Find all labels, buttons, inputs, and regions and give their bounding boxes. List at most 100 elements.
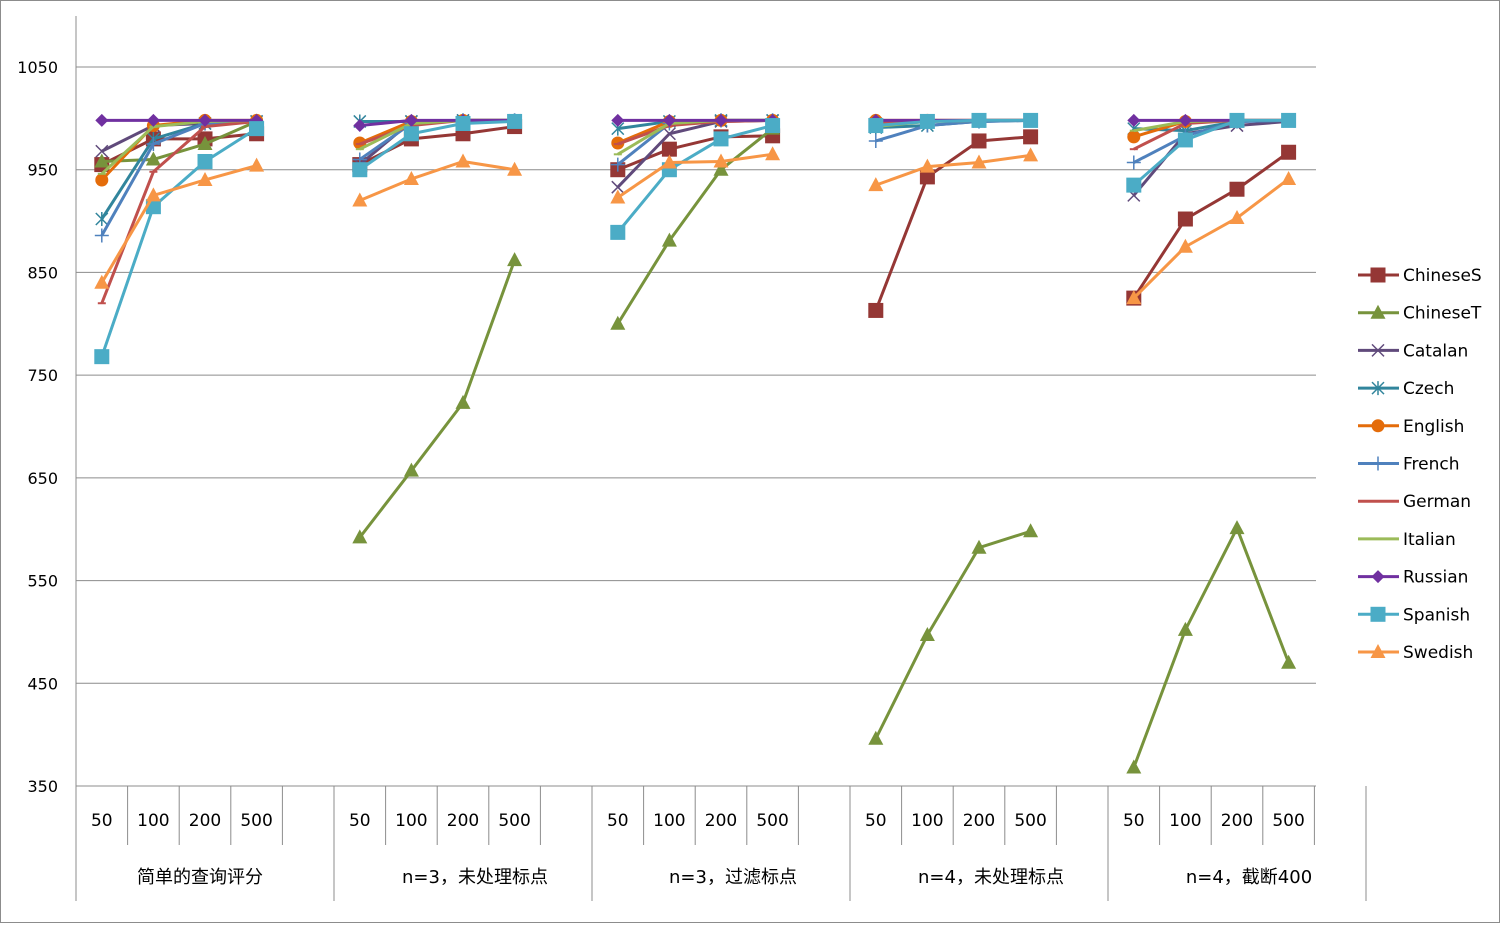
x-tick-label: 50 (91, 811, 113, 831)
data-point (919, 627, 935, 642)
series-line (874, 135, 1031, 311)
series-french (94, 113, 1296, 243)
data-point (404, 113, 418, 127)
data-point (249, 121, 265, 137)
series-line (1132, 177, 1290, 300)
data-point (1281, 654, 1297, 669)
x-tick-label: 200 (447, 811, 479, 831)
data-point (1023, 147, 1039, 162)
series-german (97, 118, 1293, 305)
series-line (358, 119, 515, 171)
legend-swatch-marker (1370, 644, 1386, 658)
data-point (95, 144, 109, 158)
data-point (95, 173, 109, 187)
data-point (713, 161, 729, 176)
data-point (1281, 170, 1297, 185)
data-point (145, 151, 161, 166)
data-point (249, 157, 265, 172)
x-tick-label: 200 (963, 811, 995, 831)
x-tick-label: 500 (498, 811, 530, 831)
data-point (610, 315, 626, 330)
data-point (713, 153, 729, 168)
data-point (868, 118, 884, 134)
data-point (403, 170, 419, 185)
data-point (1229, 181, 1245, 197)
data-point (662, 127, 676, 141)
data-point (1281, 144, 1297, 160)
x-tick-label: 100 (137, 811, 169, 831)
legend-label: German (1403, 492, 1471, 512)
group-label: 简单的查询评分 (137, 867, 263, 888)
legend-label: French (1403, 455, 1460, 475)
data-point (197, 136, 213, 151)
data-point (95, 113, 109, 127)
data-point (94, 228, 109, 243)
series-line (1132, 526, 1291, 769)
series-line (874, 529, 1032, 740)
data-point (352, 529, 368, 544)
legend-label: Spanish (1403, 605, 1470, 625)
series-line (100, 118, 257, 175)
data-point (1127, 113, 1141, 127)
x-tick-label: 50 (607, 811, 629, 831)
gridlines: 350 450 550 650 750 850 950 1050 (17, 58, 1316, 796)
x-tick-label: 100 (395, 811, 427, 831)
data-point (198, 113, 212, 127)
legend-swatch-marker (1370, 267, 1386, 283)
x-tick-label: 100 (911, 811, 943, 831)
data-point (713, 131, 729, 147)
data-point (197, 153, 213, 169)
data-point (919, 158, 935, 173)
data-point (146, 137, 161, 152)
series-layer (94, 112, 1297, 774)
legend-label: English (1403, 417, 1464, 437)
data-point (610, 157, 625, 172)
legend-item: Italian (1358, 530, 1456, 550)
data-point (611, 113, 625, 127)
y-tick-label: 650 (27, 469, 58, 488)
data-point (1229, 112, 1245, 128)
y-tick-label: 550 (27, 572, 58, 591)
legend-label: Italian (1403, 530, 1456, 550)
data-point (971, 154, 987, 169)
x-tick-label: 100 (1169, 811, 1201, 831)
data-point (403, 462, 419, 477)
y-tick-label: 850 (27, 263, 58, 282)
data-point (455, 394, 471, 409)
legend-swatch-marker (1371, 456, 1385, 471)
data-point (610, 189, 626, 204)
data-point (1023, 112, 1039, 128)
legend-item: French (1358, 455, 1460, 475)
group-label: n=4，未处理标点 (918, 867, 1064, 888)
group-label: n=3，未处理标点 (402, 867, 548, 888)
legend-label: Catalan (1403, 341, 1468, 361)
data-point (507, 252, 523, 267)
data-point (1281, 112, 1297, 128)
x-tick-label: 50 (1123, 811, 1145, 831)
data-point (662, 113, 676, 127)
series-line (359, 118, 515, 128)
data-point (146, 113, 160, 127)
legend-item: ChineseT (1358, 304, 1482, 324)
data-point (455, 153, 471, 168)
data-point (507, 113, 523, 129)
series-line (875, 153, 1031, 187)
data-point (1126, 155, 1141, 170)
series-line (616, 152, 773, 199)
legend-item: Swedish (1358, 643, 1473, 663)
series-line (358, 259, 517, 539)
legend-swatch-marker (1370, 606, 1386, 622)
data-point (403, 126, 419, 142)
series-swedish (94, 146, 1297, 305)
group-label: n=3，过滤标点 (669, 867, 797, 888)
series-spanish (94, 112, 1297, 365)
y-tick-label: 950 (27, 161, 58, 180)
data-point (1178, 113, 1192, 127)
legend-label: ChineseT (1403, 304, 1482, 324)
series-line (1132, 151, 1290, 299)
data-point (1177, 211, 1193, 227)
data-point (868, 177, 884, 192)
data-point (1023, 523, 1039, 538)
data-point (1127, 130, 1141, 144)
